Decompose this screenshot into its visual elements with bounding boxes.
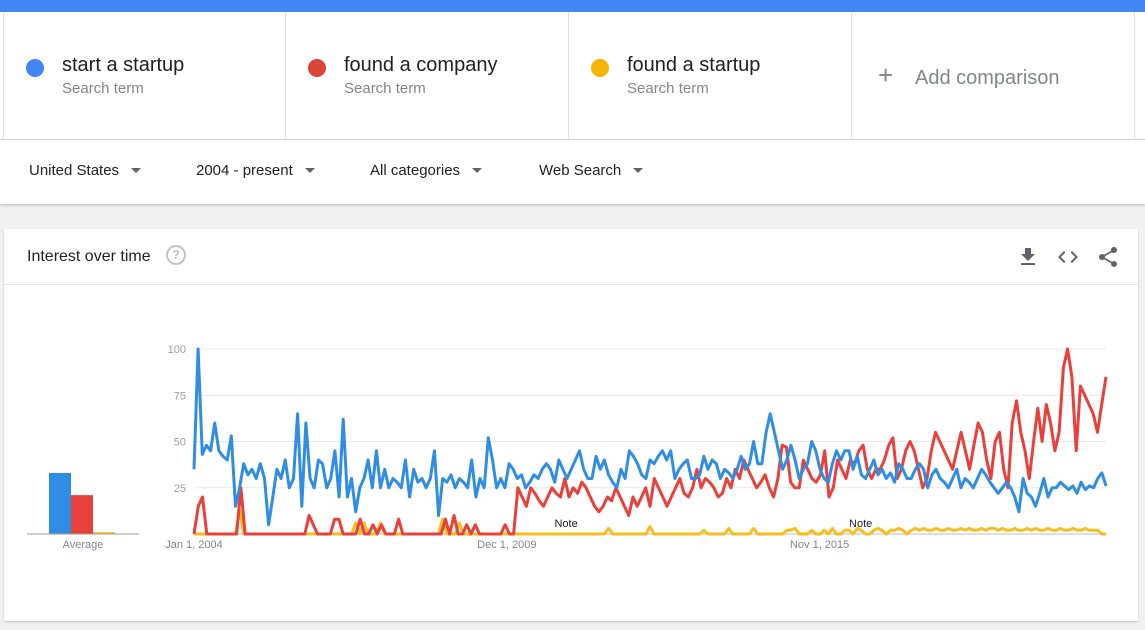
caret-down-icon (304, 168, 315, 173)
interest-chart: Average 100 75 50 25 Jan 1, 2004 Dec 1, 2009 N… (27, 344, 1108, 551)
y-tick-label: 100 (168, 344, 186, 356)
x-tick-label: Jan 1, 2004 (165, 539, 223, 551)
caret-down-icon (131, 168, 142, 173)
interest-over-time-card: Interest over time ? Average 100 75 50 25 Ja… (4, 229, 1138, 621)
chart-tick-labels: 100 75 50 25 Jan 1, 2004 Dec 1, 2009 Nov 1, 20… (165, 344, 872, 551)
term-type-label: Search term (627, 80, 709, 97)
y-tick-label: 50 (174, 437, 186, 449)
search-type-filter-label: Web Search (539, 162, 622, 179)
series-color-dot (308, 59, 326, 77)
term-name: found a company (344, 54, 498, 76)
series-line-start-a-startup (192, 347, 1108, 527)
region-filter-dropdown[interactable]: United States (29, 162, 142, 179)
caret-down-icon (633, 168, 644, 173)
term-type-label: Search term (344, 80, 426, 97)
comparison-terms-bar: start a startup Search term found a comp… (0, 12, 1145, 140)
top-accent-bar (0, 0, 1145, 12)
search-type-filter-dropdown[interactable]: Web Search (539, 162, 644, 179)
series-color-dot (591, 59, 609, 77)
x-tick-label: Nov 1, 2015 (790, 539, 849, 551)
chart-series-lines (192, 347, 1108, 536)
card-title: Interest over time (27, 248, 151, 265)
average-bar (49, 472, 71, 534)
note-marker: Note (849, 518, 872, 530)
time-filter-dropdown[interactable]: 2004 - present (196, 162, 315, 179)
help-circle-icon[interactable]: ? (166, 245, 186, 265)
y-tick-label: 25 (174, 483, 186, 495)
term-card-3[interactable]: found a startup Search term (569, 12, 852, 140)
term-name: found a startup (627, 54, 761, 76)
term-card-1[interactable]: start a startup Search term (3, 12, 286, 140)
filter-bar: United States 2004 - present All categor… (0, 140, 1145, 204)
series-line-found-a-company (192, 347, 1108, 536)
y-tick-label: 75 (174, 390, 186, 402)
embed-code-icon[interactable] (1056, 245, 1080, 269)
category-filter-label: All categories (370, 162, 461, 179)
caret-down-icon (472, 168, 483, 173)
term-card-2[interactable]: found a company Search term (286, 12, 569, 140)
average-bar (71, 495, 93, 534)
card-header: Interest over time ? (4, 229, 1138, 285)
plus-icon: + (878, 60, 894, 90)
term-name: start a startup (62, 54, 185, 76)
share-icon[interactable] (1096, 245, 1120, 269)
average-bars: Average (27, 472, 139, 551)
average-bar (93, 532, 115, 534)
category-filter-dropdown[interactable]: All categories (370, 162, 483, 179)
x-tick-label: Dec 1, 2009 (477, 539, 536, 551)
add-comparison-label: Add comparison (915, 67, 1060, 89)
add-comparison-button[interactable]: + Add comparison (852, 12, 1135, 140)
average-label: Average (63, 539, 104, 551)
region-filter-label: United States (29, 162, 120, 179)
download-icon[interactable] (1016, 245, 1040, 269)
series-color-dot (26, 59, 44, 77)
term-type-label: Search term (62, 80, 144, 97)
time-filter-label: 2004 - present (196, 162, 293, 179)
note-marker: Note (554, 518, 577, 530)
